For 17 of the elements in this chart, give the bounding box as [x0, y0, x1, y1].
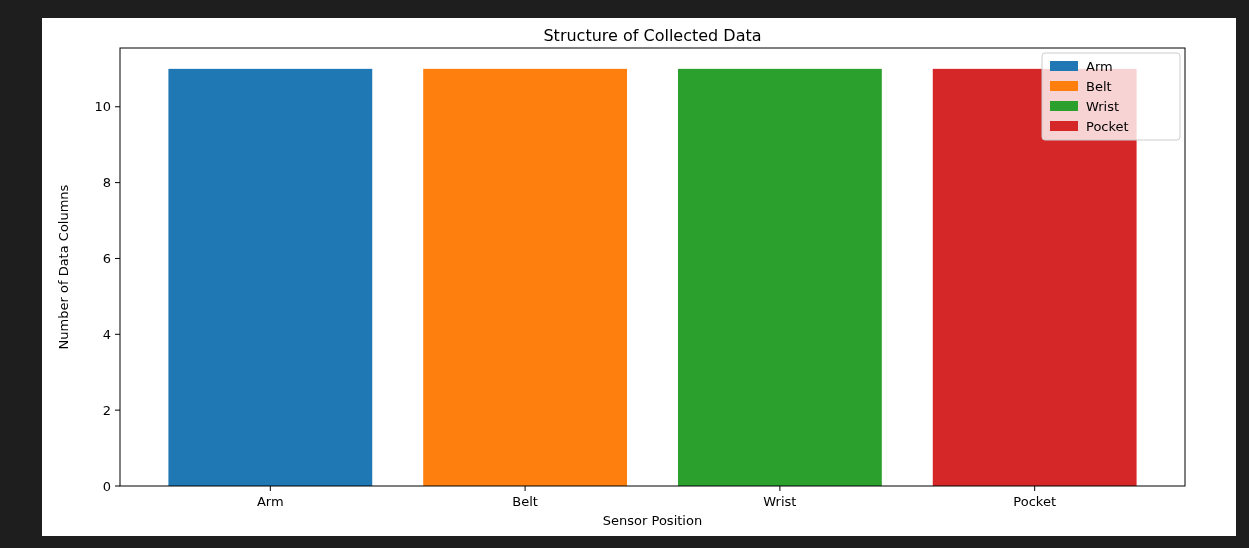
legend-label: Arm — [1086, 58, 1113, 74]
x-tick-label: Arm — [256, 494, 284, 509]
y-tick-label: 0 — [102, 478, 111, 494]
legend-label: Belt — [1086, 78, 1112, 94]
legend-label: Wrist — [1086, 98, 1120, 114]
y-tick-label: 2 — [102, 402, 111, 418]
y-tick-label: 8 — [102, 175, 111, 191]
x-tick-label: Pocket — [1013, 494, 1056, 509]
x-axis-title: Sensor Position — [602, 513, 703, 528]
chart-title: Structure of Collected Data — [543, 26, 762, 45]
y-tick-label: 6 — [102, 251, 111, 267]
x-tick-label: Wrist — [763, 494, 797, 509]
y-tick-label: 10 — [94, 99, 111, 115]
y-axis-title: Number of Data Columns — [56, 184, 71, 350]
x-tick-label: Belt — [512, 494, 538, 509]
y-tick-label: 4 — [102, 326, 111, 342]
legend-label: Pocket — [1086, 118, 1129, 134]
